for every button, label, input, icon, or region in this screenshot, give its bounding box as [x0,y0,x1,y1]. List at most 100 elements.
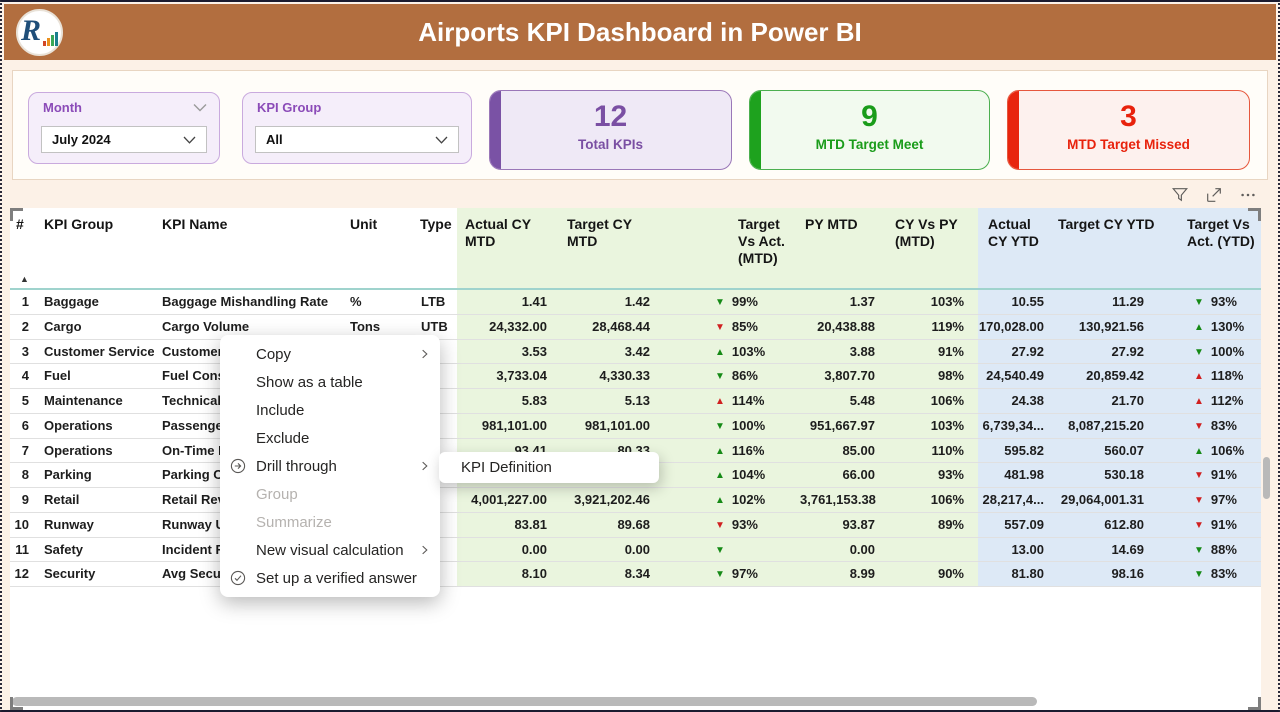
cell-tva-ytd: ▼ 83% [1162,413,1261,438]
column-header-target-cy-mtd[interactable]: Target CY MTD [559,208,662,288]
cell-cy-py: 90% [885,562,978,586]
kpi-percent: 86% [731,368,758,384]
month-dropdown[interactable]: July 2024 [41,126,207,153]
kpi-percent: 114% [731,393,765,408]
column-header-actual-cy-ytd[interactable]: Actual CY YTD [978,208,1050,288]
cell-group: Maintenance [44,393,123,408]
column-header-target-vs-act-mtd[interactable]: Target Vs Act. (MTD) [662,208,800,288]
kpi-group-slicer: KPI Group All [242,92,472,164]
column-header-unit[interactable]: Unit [350,216,378,232]
cell-num: 11 [15,541,29,557]
column-header-actual-cy-mtd[interactable]: Actual CY MTD [457,208,559,288]
table-row[interactable]: 9 Retail Retail Reve 4,001,227.00 3,921,202.… [10,488,1261,513]
selection-handle-top-left[interactable] [10,208,23,221]
table-row[interactable]: 12 Security Avg Securi 8.10 8.34 ▼ 97% 8.99 90% 8… [10,562,1261,587]
column-header-type[interactable]: Type [420,216,452,232]
table-body: 1 Baggage Baggage Mishandling Rate% LTB 1.41… [10,290,1261,587]
kpi-percent: 100% [1210,343,1245,359]
vertical-scrollbar[interactable] [1263,457,1270,499]
down-arrow-icon: ▼ [1194,544,1204,556]
column-header-kpi-name[interactable]: KPI Name [162,216,228,232]
cell-num: 12 [14,566,29,582]
cell-target-mtd: 3.42 [559,339,662,364]
cell-cy-py: 119% [885,314,978,339]
horizontal-scrollbar[interactable] [12,697,1037,706]
column-header-py-mtd[interactable]: PY MTD [800,208,885,288]
selection-handle-top-right[interactable] [1248,208,1261,221]
menu-item-set-up-verified-answer[interactable]: Set up a verified answer [220,564,440,592]
up-arrow-icon: ▲ [1194,321,1204,333]
column-header-cy-vs-py-mtd[interactable]: CY Vs PY (MTD) [885,208,978,288]
sort-ascending-icon[interactable]: ▲ [20,274,29,284]
submenu-item-kpi-definition[interactable]: KPI Definition [439,452,659,483]
cell-cy-py: 103% [885,290,978,314]
total-kpis-card[interactable]: 12 Total KPIs [489,90,732,170]
cell-cy-py: 106% [885,389,978,413]
column-header-num[interactable]: # [16,216,24,232]
table-row[interactable]: 3 Customer Service Customer S 3.53 3.42 ▲ 103%… [10,339,1261,365]
menu-item-drill-through[interactable]: Drill through [220,452,440,480]
kpi-percent: 99% [731,294,758,309]
kpi-percent: 102% [731,492,766,507]
kpi-percent: 130% [1210,318,1245,334]
verified-answer-icon [230,570,256,586]
kpi-group-dropdown[interactable]: All [255,126,459,153]
cell-tva-ytd: ▼ 88% [1162,537,1261,562]
table-row[interactable]: 11 Safety Incident Ra 0.00 0.00 ▼ 0.00 13.00 14.… [10,537,1261,563]
cell-tva-mtd: ▲ 114% [662,389,800,413]
menu-item-new-visual-calculation[interactable]: New visual calculation [220,536,440,564]
context-menu: Copy Show as a table Include Exclude D [220,335,440,597]
table-row[interactable]: 10 Runway Runway Ut 83.81 89.68 ▼ 93% 93.87 89% 5… [10,512,1261,538]
mtd-target-meet-card[interactable]: 9 MTD Target Meet [749,90,990,170]
cell-actual-ytd: 13.00 [978,537,1050,562]
table-row[interactable]: 5 Maintenance Technical D 5.83 5.13 ▲ 114% 5.48… [10,389,1261,414]
cell-target-ytd: 29,064,001.31 [1050,488,1162,512]
kpi-group-dropdown-value: All [266,132,283,147]
table-row[interactable]: 6 Operations Passenger 981,101.00 981,101.00… [10,413,1261,439]
cell-actual-ytd: 557.09 [978,512,1050,537]
cell-name: Customer S [162,343,235,359]
mtd-target-missed-value: 3 [1120,100,1137,133]
kpi-percent: 83% [1210,417,1237,433]
column-header-target-vs-act-ytd[interactable]: Target Vs Act. (YTD) [1162,208,1261,288]
down-arrow-icon: ▼ [715,321,725,333]
cell-actual-mtd: 3,733.04 [457,364,559,388]
up-arrow-icon: ▲ [715,470,725,482]
cell-group: Cargo [44,318,82,334]
table-row[interactable]: 7 Operations On-Time D 93.41 80.33 ▲ 116% 85.00… [10,438,1261,464]
selection-handle-bottom-left[interactable] [10,697,23,710]
kpi-table-visual: # KPI Group KPI Name Unit Type Actual CY… [10,208,1261,710]
cell-actual-mtd: 8.10 [457,562,559,586]
cell-actual-ytd: 24.38 [978,389,1050,413]
table-row[interactable]: 1 Baggage Baggage Mishandling Rate% LTB 1.41… [10,290,1261,315]
down-arrow-icon: ▼ [1194,420,1204,432]
cell-tva-mtd: ▼ 100% [662,413,800,438]
menu-item-show-as-table[interactable]: Show as a table [256,373,363,391]
cell-tva-mtd: ▲ 102% [662,488,800,512]
table-row[interactable]: 4 Fuel Fuel Consu 3,733.04 4,330.33 ▼ 86% 3,807… [10,364,1261,389]
focus-mode-icon[interactable] [1204,185,1224,205]
cell-target-mtd: 0.00 [559,537,662,562]
cell-target-ytd: 130,921.56 [1050,314,1162,339]
down-arrow-icon: ▼ [715,297,725,308]
cell-target-mtd: 89.68 [559,512,662,537]
menu-item-copy[interactable]: Copy [220,340,440,368]
filter-icon[interactable] [1170,185,1190,205]
table-row[interactable]: 2 Cargo Cargo Volume Tons UTB 24,332.00 28,468… [10,314,1261,340]
menu-item-exclude[interactable]: Exclude [256,429,310,447]
selection-handle-bottom-right[interactable] [1248,697,1261,710]
menu-item-include[interactable]: Include [256,401,305,419]
kpi-percent: 118% [1210,368,1244,384]
column-header-kpi-group[interactable]: KPI Group [44,216,114,232]
month-dropdown-value: July 2024 [52,132,111,147]
cell-actual-mtd: 5.83 [457,389,559,413]
more-options-icon[interactable] [1238,185,1258,205]
cell-tva-ytd: ▲ 106% [1162,438,1261,463]
cell-py-mtd: 5.48 [800,389,885,413]
chevron-down-icon[interactable] [193,103,207,112]
column-header-target-cy-ytd[interactable]: Target CY YTD [1050,208,1162,288]
cell-unit: Tons [350,318,381,334]
mtd-target-missed-card[interactable]: 3 MTD Target Missed [1007,90,1250,170]
down-arrow-icon: ▼ [1194,297,1204,308]
